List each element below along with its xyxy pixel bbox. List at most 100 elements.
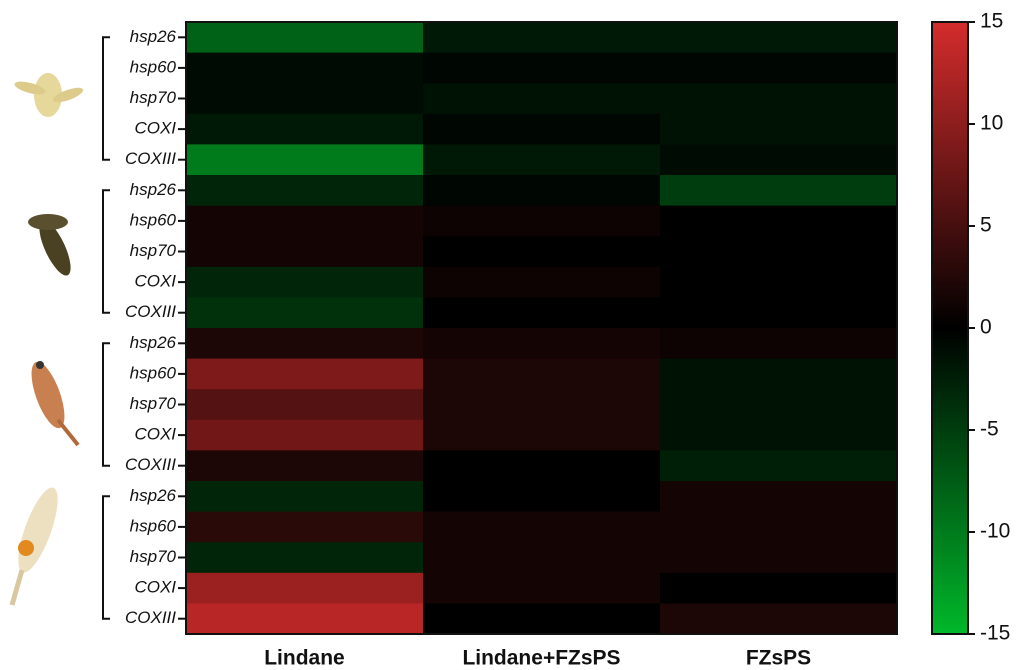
- heatmap-cell: [660, 328, 898, 360]
- row-label: hsp26: [130, 486, 177, 505]
- col-label: FZsPS: [746, 647, 811, 670]
- group-bracket: [102, 342, 110, 467]
- row-label: hsp70: [130, 241, 177, 260]
- heatmap-cell: [186, 144, 424, 176]
- heatmap-cell: [660, 83, 898, 115]
- heatmap-cell: [660, 236, 898, 268]
- heatmap-cell: [423, 297, 661, 329]
- heatmap-cell: [186, 450, 424, 482]
- heatmap-cell: [660, 572, 898, 604]
- heatmap-cell: [423, 52, 661, 84]
- heatmap-cell: [423, 419, 661, 451]
- group-bracket: [102, 189, 110, 314]
- heatmap-cell: [423, 603, 661, 635]
- row-label: COXI: [134, 425, 176, 444]
- heatmap-cell: [660, 419, 898, 451]
- heatmap-cell: [186, 205, 424, 237]
- heatmap-cell: [186, 297, 424, 329]
- row-label: hsp26: [130, 333, 177, 352]
- heatmap-cell: [660, 542, 898, 574]
- heatmap-cell: [423, 450, 661, 482]
- heatmap-cell: [423, 144, 661, 176]
- heatmap-cell: [186, 542, 424, 574]
- heatmap-cell: [186, 113, 424, 145]
- plot-frame: [185, 21, 898, 635]
- heatmap-cell: [423, 389, 661, 421]
- heatmap-cell: [660, 450, 898, 482]
- row-label: COXIII: [125, 149, 176, 168]
- heatmap-cell: [186, 603, 424, 635]
- row-label: COXI: [134, 578, 176, 597]
- heatmap-cell: [660, 389, 898, 421]
- row-label: hsp70: [130, 394, 177, 413]
- heatmap-cell: [186, 358, 424, 390]
- row-label: COXI: [134, 272, 176, 291]
- heatmap-cell: [660, 481, 898, 513]
- colorbar-tick-label: 10: [980, 112, 1003, 135]
- heatmap-cell: [186, 328, 424, 360]
- organism-icon: [31, 361, 80, 447]
- row-label: COXIII: [125, 608, 176, 627]
- row-label: COXI: [134, 119, 176, 138]
- heatmap-cell: [186, 481, 424, 513]
- heatmap-cell: [423, 236, 661, 268]
- heatmap-cell: [660, 113, 898, 145]
- heatmap-cell: [186, 266, 424, 298]
- colorbar-tick-label: 0: [980, 316, 992, 339]
- row-label: hsp26: [130, 27, 177, 46]
- row-label: hsp70: [130, 547, 177, 566]
- heatmap-cell: [660, 22, 898, 54]
- heatmap-cell: [423, 481, 661, 513]
- heatmap-cell: [423, 205, 661, 237]
- row-label: hsp60: [130, 57, 177, 76]
- heatmap-cell: [660, 205, 898, 237]
- heatmap-cell: [186, 52, 424, 84]
- heatmap-cell: [660, 52, 898, 84]
- organism-icon: [28, 214, 71, 276]
- heatmap-cell: [660, 144, 898, 176]
- col-label: Lindane+FZsPS: [462, 647, 620, 670]
- heatmap-cell: [423, 266, 661, 298]
- heatmap-cell: [186, 175, 424, 207]
- row-label: hsp60: [130, 210, 177, 229]
- heatmap-cell: [186, 389, 424, 421]
- colorbar: [931, 21, 969, 635]
- colorbar-tick-label: 5: [980, 214, 992, 237]
- row-label: hsp70: [130, 88, 177, 107]
- heatmap-cell: [660, 358, 898, 390]
- heatmap-cell: [660, 603, 898, 635]
- heatmap-cell: [660, 266, 898, 298]
- colorbar-tick-label: 15: [980, 10, 1003, 33]
- organism-icon: [9, 487, 58, 606]
- heatmap-cell: [186, 236, 424, 268]
- row-label: hsp60: [130, 363, 177, 382]
- col-label: Lindane: [264, 647, 345, 670]
- heatmap-cell: [660, 511, 898, 543]
- heatmap-cell: [186, 419, 424, 451]
- heatmap-cell: [423, 22, 661, 54]
- group-bracket: [102, 36, 110, 161]
- organism-icons: [9, 73, 84, 606]
- heatmap-cell: [186, 22, 424, 54]
- row-label: hsp26: [130, 180, 177, 199]
- heatmap-cell: [423, 542, 661, 574]
- heatmap-cell: [423, 358, 661, 390]
- row-label: COXIII: [125, 302, 176, 321]
- heatmap-cell: [186, 511, 424, 543]
- colorbar-tick-label: -5: [980, 418, 999, 441]
- heatmap-cell: [423, 175, 661, 207]
- heatmap-cell: [186, 572, 424, 604]
- heatmap-cell: [423, 113, 661, 145]
- group-bracket: [102, 495, 110, 620]
- heatmap-cell: [423, 572, 661, 604]
- row-label: hsp60: [130, 516, 177, 535]
- organism-icon: [14, 73, 84, 117]
- heatmap-cell: [660, 175, 898, 207]
- heatmap-cell: [423, 511, 661, 543]
- row-label: COXIII: [125, 455, 176, 474]
- heatmap-cell: [423, 83, 661, 115]
- heatmap-cell: [186, 83, 424, 115]
- colorbar-tick-label: -15: [980, 622, 1010, 645]
- heatmap-cell: [423, 328, 661, 360]
